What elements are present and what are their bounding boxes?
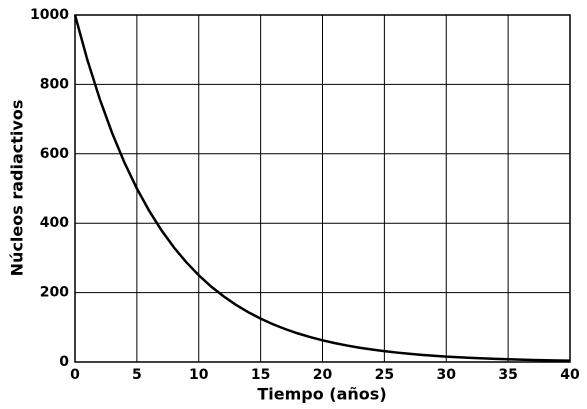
- plot-frame: [74, 14, 571, 363]
- x-tick-label: 15: [251, 367, 270, 383]
- x-tick-label: 0: [70, 367, 80, 383]
- x-tick-label: 5: [132, 367, 142, 383]
- x-tick-label: 35: [498, 367, 517, 383]
- x-tick-label: 40: [560, 367, 580, 383]
- x-tick-label: 20: [313, 367, 333, 383]
- y-tick-label: 200: [40, 285, 69, 301]
- y-tick-label: 1000: [30, 7, 69, 23]
- y-tick-label: 800: [40, 76, 69, 92]
- x-tick-label: 10: [189, 367, 209, 383]
- y-tick-label: 0: [59, 354, 69, 370]
- y-axis-label: Núcleos radiactivos: [8, 100, 27, 277]
- x-tick-label: 25: [375, 367, 394, 383]
- y-tick-label: 400: [40, 215, 69, 231]
- x-axis-label: Tiempo (años): [257, 385, 386, 404]
- y-tick-label: 600: [40, 146, 69, 162]
- x-tick-label: 30: [437, 367, 457, 383]
- data-line: [73, 14, 571, 362]
